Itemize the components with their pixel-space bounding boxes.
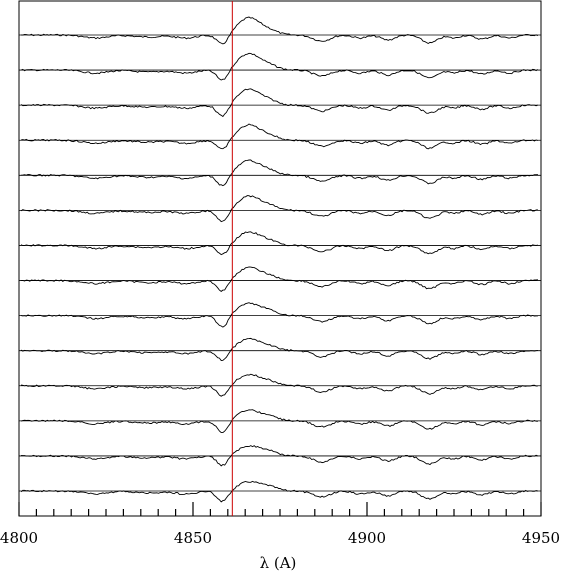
spectrum-line — [20, 337, 538, 361]
spectrum-line — [20, 231, 538, 256]
x-tick-label: 4900 — [348, 529, 386, 547]
spectrum-line — [20, 52, 539, 81]
spectrum-line — [21, 445, 539, 467]
plot-frame — [18, 0, 542, 517]
spectrum-line — [21, 266, 538, 292]
x-tick-label: 4850 — [174, 529, 212, 547]
spectrum-line — [20, 195, 538, 223]
spectrum-line — [20, 480, 538, 503]
x-axis-ticks — [18, 502, 542, 516]
spectrum-line — [21, 16, 539, 45]
x-tick-label: 4800 — [0, 529, 38, 547]
spectra-group — [19, 16, 541, 503]
x-tick-label: 4950 — [522, 529, 560, 547]
spectrum-line — [20, 409, 538, 434]
spectrum-line — [21, 373, 538, 397]
spectrum-line — [21, 159, 538, 187]
x-axis-label: λ (A) — [260, 554, 297, 572]
x-axis-tick-labels: 4800 4850 4900 4950 — [0, 529, 560, 547]
spectrum-line — [20, 123, 539, 150]
spectrum-line — [20, 302, 538, 328]
spectrum-line — [20, 88, 539, 118]
